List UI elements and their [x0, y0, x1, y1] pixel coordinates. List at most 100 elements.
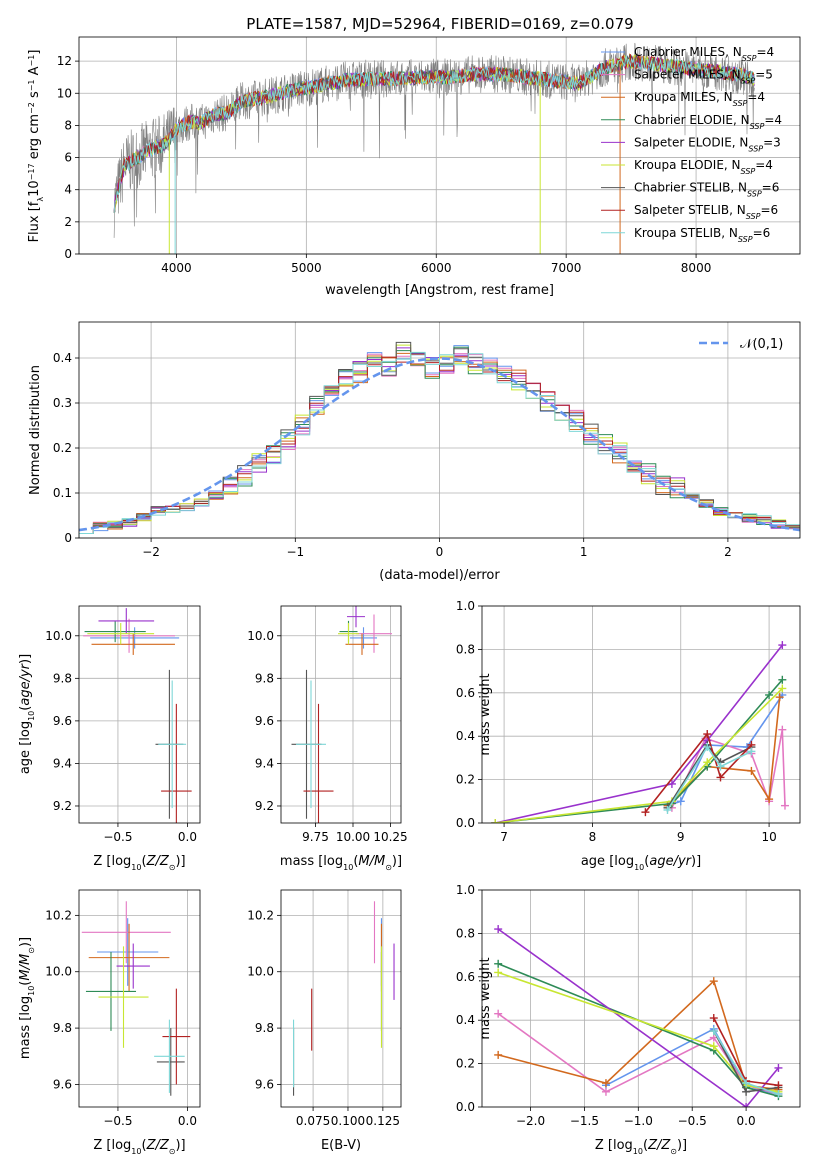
weight-marker — [491, 819, 500, 823]
plot-area — [79, 341, 800, 538]
weight-marker — [709, 977, 718, 986]
x-tick-label: 1 — [580, 545, 588, 559]
weight-marker — [667, 779, 676, 788]
plot-area — [293, 901, 395, 1096]
legend-label: Chabrier STELIB, NSSP=6 — [634, 181, 779, 199]
y-tick-label: 9.2 — [53, 799, 72, 813]
panel-residuals: −2 −1 0 1 2 0 0.1 0.2 0.3 0.4 (data-model)/error No… — [28, 321, 801, 583]
x-tick-label: 9 — [677, 830, 685, 844]
x-tick-label: 0.0 — [737, 1114, 756, 1128]
weight-line — [495, 644, 783, 823]
x-tick-label: −2.0 — [516, 1114, 545, 1128]
y-tick-label: 9.6 — [255, 714, 274, 728]
axes-frame — [280, 605, 402, 824]
x-axis-label: E(B-V) — [321, 1138, 361, 1153]
legend-label: Salpeter STELIB, NSSP=6 — [634, 203, 778, 221]
weight-marker — [774, 1063, 783, 1072]
y-tick-label: 10.2 — [45, 908, 72, 922]
weight-marker — [494, 1009, 503, 1018]
panel-age-vs-Z: −0.5 0.0 9.2 9.4 9.6 9.8 10.0 Z [log10(Z/Z⊙)] ag… — [18, 605, 201, 872]
y-tick-label: 9.6 — [53, 1077, 72, 1091]
x-tick-label: −2 — [142, 545, 160, 559]
weight-marker — [778, 675, 787, 684]
panel-age-vs-mass: 9.75 10.00 10.25 9.2 9.4 9.6 9.8 10.0 mass [log1… — [247, 605, 408, 872]
weight-marker — [709, 1014, 718, 1023]
x-axis-label: mass [log10(M/M⊙)] — [280, 854, 402, 872]
legend-label: Chabrier ELODIE, NSSP=4 — [634, 113, 782, 131]
legend-label: Kroupa STELIB, NSSP=6 — [634, 226, 770, 244]
x-tick-label: 0.075 — [296, 1114, 330, 1128]
y-tick-label: 10.0 — [45, 965, 72, 979]
y-tick-label: 0.0 — [456, 1100, 475, 1114]
y-axis-label: mass [log10(M/M⊙)] — [18, 937, 36, 1059]
x-tick-label: 10.25 — [373, 830, 407, 844]
x-axis-label: age [log10(age/yr)] — [581, 854, 701, 872]
weight-marker — [494, 959, 503, 968]
panel-spectrum: 4000 5000 6000 7000 8000 0 2 4 6 8 10 12 wavelength … — [27, 36, 801, 298]
legend-label: Kroupa MILES, NSSP=4 — [634, 90, 765, 108]
weight-marker — [601, 1079, 610, 1088]
y-tick-label: 1.0 — [456, 599, 475, 613]
y-tick-label: 0.3 — [53, 396, 72, 410]
x-tick-label: 8000 — [681, 261, 712, 275]
y-tick-label: 10 — [57, 86, 72, 100]
weight-marker — [494, 925, 503, 934]
x-axis-label: Z [log10(Z/Z⊙)] — [93, 1138, 185, 1156]
y-tick-label: 9.8 — [255, 671, 274, 685]
weight-marker — [778, 725, 787, 734]
weight-marker — [742, 1079, 751, 1088]
y-tick-label: 9.8 — [255, 1021, 274, 1035]
x-tick-label: 0.100 — [331, 1114, 365, 1128]
weight-marker — [765, 795, 774, 804]
weight-marker — [676, 797, 685, 806]
plot-area — [494, 925, 783, 1107]
plot-area — [491, 641, 789, 823]
x-tick-label: 10.00 — [336, 830, 370, 844]
weight-marker — [709, 1027, 718, 1036]
y-tick-label: 0.8 — [456, 642, 475, 656]
weight-marker — [703, 730, 712, 739]
x-tick-label: 4000 — [161, 261, 192, 275]
weight-line — [666, 697, 781, 807]
y-tick-label: 9.4 — [255, 756, 274, 770]
x-axis-label: Z [log10(Z/Z⊙)] — [595, 1138, 687, 1156]
y-tick-label: 9.2 — [255, 799, 274, 813]
weight-line — [495, 687, 783, 823]
weight-marker — [709, 1042, 718, 1051]
y-tick-label: 9.6 — [53, 714, 72, 728]
y-tick-label: 10.0 — [247, 629, 274, 643]
x-tick-label: 5000 — [291, 261, 322, 275]
weight-marker — [494, 1050, 503, 1059]
y-tick-label: 9.8 — [53, 671, 72, 685]
histogram-step — [79, 351, 800, 538]
y-tick-label: 8 — [64, 118, 72, 132]
y-tick-label: 10.0 — [247, 965, 274, 979]
legend-label: Chabrier MILES, NSSP=4 — [634, 45, 774, 63]
legend-label: 𝒩(0,1) — [740, 337, 783, 352]
panel-weight-vs-age: 7 8 9 10 0.0 0.2 0.4 0.6 0.8 1.0 age [log10(age/yr… — [456, 599, 801, 872]
y-tick-label: 0.2 — [53, 441, 72, 455]
weight-marker — [774, 1089, 783, 1098]
y-tick-label: 9.6 — [255, 1077, 274, 1091]
y-tick-label: 0.1 — [53, 486, 72, 500]
weight-marker — [765, 690, 774, 699]
x-axis-label: (data-model)/error — [379, 568, 500, 583]
weight-marker — [742, 1087, 751, 1096]
y-tick-label: 0 — [64, 247, 72, 261]
model-spectrum-line — [113, 55, 755, 214]
weight-marker — [747, 766, 756, 775]
plot-area — [81, 901, 191, 1096]
weight-marker — [716, 773, 725, 782]
axes-frame — [78, 605, 201, 824]
y-tick-label: 0.4 — [456, 729, 475, 743]
y-tick-label: 4 — [64, 183, 72, 197]
plot-area — [83, 608, 192, 823]
x-axis-label: wavelength [Angstrom, rest frame] — [325, 283, 554, 298]
y-tick-label: 6 — [64, 151, 72, 165]
y-tick-label: 0.2 — [456, 773, 475, 787]
x-tick-label: −0.5 — [678, 1114, 707, 1128]
model-spectrum-line — [113, 54, 755, 214]
y-tick-label: 0 — [64, 531, 72, 545]
y-tick-label: 2 — [64, 215, 72, 229]
